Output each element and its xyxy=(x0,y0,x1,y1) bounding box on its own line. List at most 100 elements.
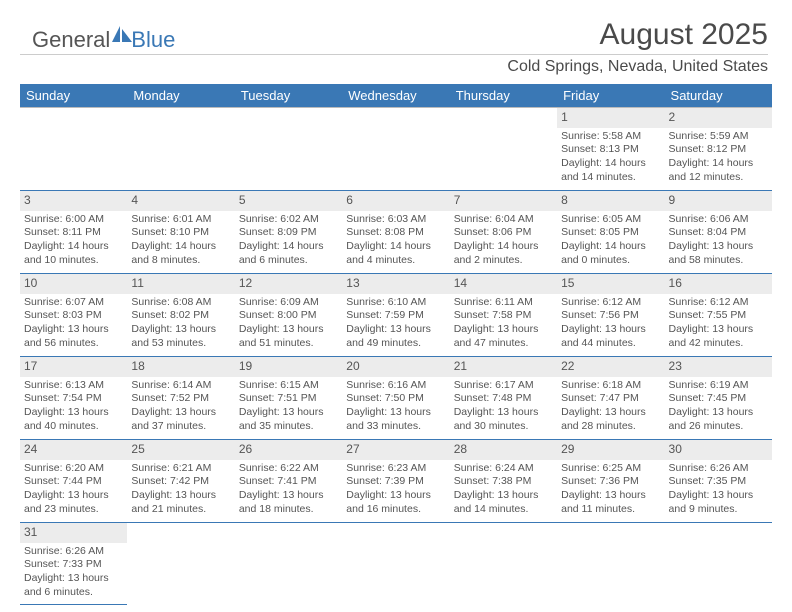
daylight-text: Daylight: 14 hours and 10 minutes. xyxy=(24,240,123,267)
sunset-text: Sunset: 7:51 PM xyxy=(239,392,338,406)
sunset-text: Sunset: 8:12 PM xyxy=(669,143,768,157)
day-header-cell: Thursday xyxy=(450,84,557,107)
daylight-text: Daylight: 13 hours and 14 minutes. xyxy=(454,489,553,516)
sunrise-text: Sunrise: 6:04 AM xyxy=(454,213,553,227)
sunrise-text: Sunrise: 5:59 AM xyxy=(669,130,768,144)
day-header-cell: Sunday xyxy=(20,84,127,107)
calendar-cell: 26Sunrise: 6:22 AMSunset: 7:41 PMDayligh… xyxy=(235,440,342,522)
daylight-text: Daylight: 13 hours and 6 minutes. xyxy=(24,572,123,599)
sunrise-text: Sunrise: 6:26 AM xyxy=(24,545,123,559)
sunrise-text: Sunrise: 6:09 AM xyxy=(239,296,338,310)
daylight-text: Daylight: 13 hours and 28 minutes. xyxy=(561,406,660,433)
calendar-cell: 27Sunrise: 6:23 AMSunset: 7:39 PMDayligh… xyxy=(342,440,449,522)
sunrise-text: Sunrise: 6:11 AM xyxy=(454,296,553,310)
cell-body: Sunrise: 6:20 AMSunset: 7:44 PMDaylight:… xyxy=(20,460,127,521)
cell-day-number: 28 xyxy=(450,440,557,460)
calendar-cell xyxy=(450,108,557,190)
calendar-cell xyxy=(20,108,127,190)
cell-body: Sunrise: 6:14 AMSunset: 7:52 PMDaylight:… xyxy=(127,377,234,438)
cell-body: Sunrise: 5:58 AMSunset: 8:13 PMDaylight:… xyxy=(557,128,664,189)
daylight-text: Daylight: 13 hours and 35 minutes. xyxy=(239,406,338,433)
daylight-text: Daylight: 13 hours and 26 minutes. xyxy=(669,406,768,433)
daylight-text: Daylight: 13 hours and 44 minutes. xyxy=(561,323,660,350)
calendar-cell xyxy=(235,108,342,190)
daylight-text: Daylight: 13 hours and 11 minutes. xyxy=(561,489,660,516)
logo-word-2: Blue xyxy=(131,27,175,53)
sunrise-text: Sunrise: 6:08 AM xyxy=(131,296,230,310)
cell-body: Sunrise: 6:01 AMSunset: 8:10 PMDaylight:… xyxy=(127,211,234,272)
sunrise-text: Sunrise: 6:06 AM xyxy=(669,213,768,227)
cell-empty xyxy=(235,108,342,128)
cell-day-number: 14 xyxy=(450,274,557,294)
sunset-text: Sunset: 8:10 PM xyxy=(131,226,230,240)
calendar-cell: 13Sunrise: 6:10 AMSunset: 7:59 PMDayligh… xyxy=(342,274,449,356)
calendar-cell xyxy=(127,108,234,190)
calendar-cell: 3Sunrise: 6:00 AMSunset: 8:11 PMDaylight… xyxy=(20,191,127,273)
sunset-text: Sunset: 7:42 PM xyxy=(131,475,230,489)
sunrise-text: Sunrise: 6:03 AM xyxy=(346,213,445,227)
cell-empty xyxy=(127,108,234,128)
sunset-text: Sunset: 8:03 PM xyxy=(24,309,123,323)
logo-sail-icon xyxy=(112,26,132,47)
cell-day-number: 2 xyxy=(665,108,772,128)
daylight-text: Daylight: 13 hours and 37 minutes. xyxy=(131,406,230,433)
cell-day-number: 17 xyxy=(20,357,127,377)
sunrise-text: Sunrise: 6:25 AM xyxy=(561,462,660,476)
sunset-text: Sunset: 8:11 PM xyxy=(24,226,123,240)
cell-day-number: 16 xyxy=(665,274,772,294)
daylight-text: Daylight: 13 hours and 30 minutes. xyxy=(454,406,553,433)
sunrise-text: Sunrise: 6:24 AM xyxy=(454,462,553,476)
calendar-cell: 16Sunrise: 6:12 AMSunset: 7:55 PMDayligh… xyxy=(665,274,772,356)
sunrise-text: Sunrise: 6:10 AM xyxy=(346,296,445,310)
calendar-cell: 22Sunrise: 6:18 AMSunset: 7:47 PMDayligh… xyxy=(557,357,664,439)
cell-body: Sunrise: 6:00 AMSunset: 8:11 PMDaylight:… xyxy=(20,211,127,272)
sunset-text: Sunset: 7:55 PM xyxy=(669,309,768,323)
cell-body: Sunrise: 6:10 AMSunset: 7:59 PMDaylight:… xyxy=(342,294,449,355)
cell-day-number: 20 xyxy=(342,357,449,377)
sunrise-text: Sunrise: 6:19 AM xyxy=(669,379,768,393)
cell-body: Sunrise: 6:19 AMSunset: 7:45 PMDaylight:… xyxy=(665,377,772,438)
daylight-text: Daylight: 14 hours and 4 minutes. xyxy=(346,240,445,267)
cell-day-number: 1 xyxy=(557,108,664,128)
cell-day-number: 27 xyxy=(342,440,449,460)
calendar-cell: 15Sunrise: 6:12 AMSunset: 7:56 PMDayligh… xyxy=(557,274,664,356)
sunset-text: Sunset: 8:09 PM xyxy=(239,226,338,240)
sunrise-text: Sunrise: 6:05 AM xyxy=(561,213,660,227)
sunrise-text: Sunrise: 6:20 AM xyxy=(24,462,123,476)
daylight-text: Daylight: 13 hours and 56 minutes. xyxy=(24,323,123,350)
cell-day-number: 30 xyxy=(665,440,772,460)
calendar-cell: 10Sunrise: 6:07 AMSunset: 8:03 PMDayligh… xyxy=(20,274,127,356)
cell-day-number: 3 xyxy=(20,191,127,211)
sunrise-text: Sunrise: 6:22 AM xyxy=(239,462,338,476)
sunrise-text: Sunrise: 6:18 AM xyxy=(561,379,660,393)
calendar-cell: 20Sunrise: 6:16 AMSunset: 7:50 PMDayligh… xyxy=(342,357,449,439)
cell-day-number: 26 xyxy=(235,440,342,460)
daylight-text: Daylight: 14 hours and 6 minutes. xyxy=(239,240,338,267)
calendar-cell: 5Sunrise: 6:02 AMSunset: 8:09 PMDaylight… xyxy=(235,191,342,273)
cell-body: Sunrise: 6:16 AMSunset: 7:50 PMDaylight:… xyxy=(342,377,449,438)
cell-day-number: 22 xyxy=(557,357,664,377)
sunset-text: Sunset: 7:54 PM xyxy=(24,392,123,406)
day-header-cell: Saturday xyxy=(665,84,772,107)
daylight-text: Daylight: 14 hours and 8 minutes. xyxy=(131,240,230,267)
cell-body: Sunrise: 6:21 AMSunset: 7:42 PMDaylight:… xyxy=(127,460,234,521)
calendar-week: 3Sunrise: 6:00 AMSunset: 8:11 PMDaylight… xyxy=(20,191,772,274)
calendar-cell: 19Sunrise: 6:15 AMSunset: 7:51 PMDayligh… xyxy=(235,357,342,439)
calendar-cell: 12Sunrise: 6:09 AMSunset: 8:00 PMDayligh… xyxy=(235,274,342,356)
sunrise-text: Sunrise: 6:01 AM xyxy=(131,213,230,227)
cell-body: Sunrise: 6:06 AMSunset: 8:04 PMDaylight:… xyxy=(665,211,772,272)
daylight-text: Daylight: 13 hours and 49 minutes. xyxy=(346,323,445,350)
sunrise-text: Sunrise: 6:17 AM xyxy=(454,379,553,393)
sunset-text: Sunset: 8:00 PM xyxy=(239,309,338,323)
sunset-text: Sunset: 7:33 PM xyxy=(24,558,123,572)
daylight-text: Daylight: 13 hours and 33 minutes. xyxy=(346,406,445,433)
logo: General Blue xyxy=(32,26,175,53)
cell-body: Sunrise: 6:15 AMSunset: 7:51 PMDaylight:… xyxy=(235,377,342,438)
cell-body: Sunrise: 5:59 AMSunset: 8:12 PMDaylight:… xyxy=(665,128,772,189)
calendar-cell: 29Sunrise: 6:25 AMSunset: 7:36 PMDayligh… xyxy=(557,440,664,522)
day-header-cell: Tuesday xyxy=(235,84,342,107)
sunrise-text: Sunrise: 6:00 AM xyxy=(24,213,123,227)
cell-body: Sunrise: 6:12 AMSunset: 7:56 PMDaylight:… xyxy=(557,294,664,355)
daylight-text: Daylight: 14 hours and 14 minutes. xyxy=(561,157,660,184)
cell-body: Sunrise: 6:25 AMSunset: 7:36 PMDaylight:… xyxy=(557,460,664,521)
